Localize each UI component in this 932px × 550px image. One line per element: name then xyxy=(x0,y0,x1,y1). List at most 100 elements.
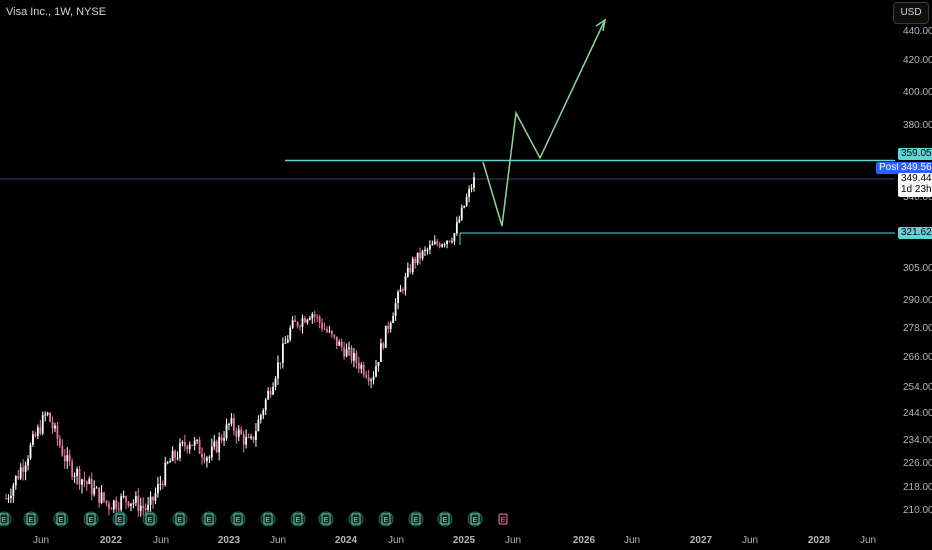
earnings-marker[interactable]: E xyxy=(437,511,453,527)
time-tick: Jun xyxy=(505,535,521,546)
earnings-marker[interactable]: E xyxy=(260,511,276,527)
candle xyxy=(29,442,32,461)
candle xyxy=(279,362,282,370)
candle xyxy=(291,316,294,329)
earnings-marker[interactable]: E xyxy=(467,511,483,527)
candle xyxy=(438,241,441,249)
earnings-marker[interactable]: E xyxy=(348,511,364,527)
svg-text:E: E xyxy=(414,517,419,524)
currency-button[interactable]: USD xyxy=(893,2,929,24)
candle xyxy=(384,325,387,348)
candle xyxy=(326,326,328,334)
symbol-title: Visa Inc., 1W, NYSE xyxy=(6,6,107,18)
candle xyxy=(139,497,142,517)
candle xyxy=(259,413,262,424)
candle xyxy=(115,496,118,513)
candle xyxy=(78,465,81,490)
time-tick: Jun xyxy=(153,535,169,546)
price-tick: 305.00 xyxy=(903,263,932,274)
candle xyxy=(17,469,20,480)
candle xyxy=(71,458,74,481)
candle xyxy=(313,310,316,323)
candle xyxy=(247,433,250,439)
candle xyxy=(375,359,377,378)
candle xyxy=(387,321,390,334)
svg-text:E: E xyxy=(29,517,34,524)
candle xyxy=(125,495,127,510)
candle xyxy=(157,477,159,498)
candle xyxy=(436,238,439,247)
candle xyxy=(255,423,257,447)
svg-text:E: E xyxy=(118,517,123,524)
candle xyxy=(428,240,431,255)
candle xyxy=(181,440,184,447)
candle xyxy=(208,455,211,464)
price-tick: 278.00 xyxy=(903,323,932,334)
candle xyxy=(392,312,395,324)
candle xyxy=(34,431,37,438)
candle xyxy=(284,336,287,344)
candle xyxy=(51,416,54,434)
earnings-marker[interactable]: E xyxy=(498,513,508,525)
candle xyxy=(14,475,17,490)
earnings-marker[interactable]: E xyxy=(0,511,12,527)
candle xyxy=(397,289,399,310)
candle xyxy=(419,247,421,265)
earnings-marker[interactable]: E xyxy=(290,511,306,527)
candle xyxy=(355,350,358,369)
time-tick: 2026 xyxy=(573,535,596,546)
candle xyxy=(179,438,181,462)
price-tick: 244.00 xyxy=(903,408,932,419)
price-tick: 254.00 xyxy=(903,382,932,393)
earnings-marker[interactable]: E xyxy=(172,511,188,527)
candle xyxy=(262,408,265,420)
price-tick: 400.00 xyxy=(903,87,932,98)
candle xyxy=(306,318,309,325)
candle xyxy=(360,362,363,374)
earnings-marker[interactable]: E xyxy=(112,511,128,527)
candle xyxy=(223,431,225,446)
post-market-label: Post xyxy=(876,162,903,174)
candle xyxy=(399,285,402,292)
candle xyxy=(39,419,42,436)
candle xyxy=(365,370,368,379)
candle xyxy=(402,287,404,294)
candle xyxy=(394,298,397,321)
candle xyxy=(321,318,323,332)
price-tick: 290.00 xyxy=(903,295,932,306)
candle xyxy=(281,337,284,369)
earnings-marker[interactable]: E xyxy=(318,511,334,527)
earnings-marker[interactable]: E xyxy=(378,511,394,527)
price-tick: 266.00 xyxy=(903,352,932,363)
svg-text:E: E xyxy=(236,517,241,524)
time-tick: 2027 xyxy=(690,535,713,546)
earnings-marker[interactable]: E xyxy=(142,511,158,527)
candle xyxy=(242,431,245,453)
svg-text:E: E xyxy=(89,517,94,524)
candle xyxy=(95,486,98,489)
earnings-marker[interactable]: E xyxy=(23,511,39,527)
candle xyxy=(191,444,194,447)
candle xyxy=(468,185,470,203)
bar-countdown: 1d 23h xyxy=(901,184,932,195)
time-tick: Jun xyxy=(33,535,49,546)
candle xyxy=(176,451,179,461)
svg-text:E: E xyxy=(473,517,478,524)
candle xyxy=(198,436,201,454)
candle xyxy=(443,242,446,248)
candle xyxy=(448,240,451,243)
candle xyxy=(237,425,240,442)
candle xyxy=(24,461,27,481)
candle xyxy=(350,345,353,364)
earnings-marker[interactable]: E xyxy=(230,511,246,527)
earnings-marker[interactable]: E xyxy=(408,511,424,527)
earnings-marker[interactable]: E xyxy=(201,511,217,527)
earnings-marker[interactable]: E xyxy=(83,511,99,527)
candle xyxy=(316,314,319,322)
candle xyxy=(196,439,199,445)
svg-text:E: E xyxy=(178,517,183,524)
candle xyxy=(411,256,414,275)
candle xyxy=(54,422,56,432)
earnings-marker[interactable]: E xyxy=(53,511,69,527)
